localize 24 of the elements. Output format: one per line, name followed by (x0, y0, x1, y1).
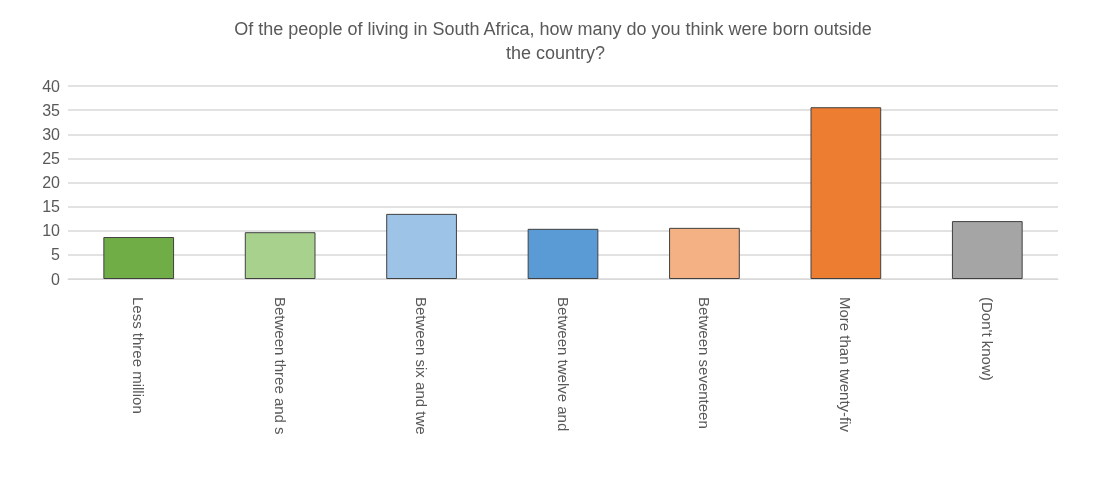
bar (386, 213, 457, 279)
y-tick-label: 40 (42, 77, 61, 95)
y-tick-label: 0 (51, 270, 61, 288)
y-tick-label: 20 (42, 174, 61, 191)
x-tick-label: Between seventeen (695, 297, 713, 429)
bar (244, 232, 316, 279)
x-tick-label: Between three and s (271, 297, 289, 435)
bar (810, 107, 882, 279)
y-tick-label: 25 (42, 149, 61, 167)
bar (951, 221, 1023, 279)
x-tick-label: Between six and twe (413, 297, 431, 435)
x-tick-label: More than twenty-fiv (837, 297, 855, 433)
y-tick-label: 5 (51, 246, 61, 264)
bar (527, 228, 599, 279)
x-tick-label: Between twelve and (554, 297, 572, 432)
x-tick-label: Less three million (130, 297, 148, 414)
y-tick-label: 10 (42, 222, 61, 240)
y-tick-label: 15 (42, 198, 61, 216)
y-tick-label: 35 (42, 101, 61, 119)
bar (103, 237, 175, 279)
chart-title: Of the people of living in South Africa, how many do you think were born outside the country? (234, 19, 872, 63)
y-tick-label: 30 (42, 125, 61, 143)
bar (669, 227, 740, 279)
x-tick-label: (Don't know) (978, 297, 996, 381)
